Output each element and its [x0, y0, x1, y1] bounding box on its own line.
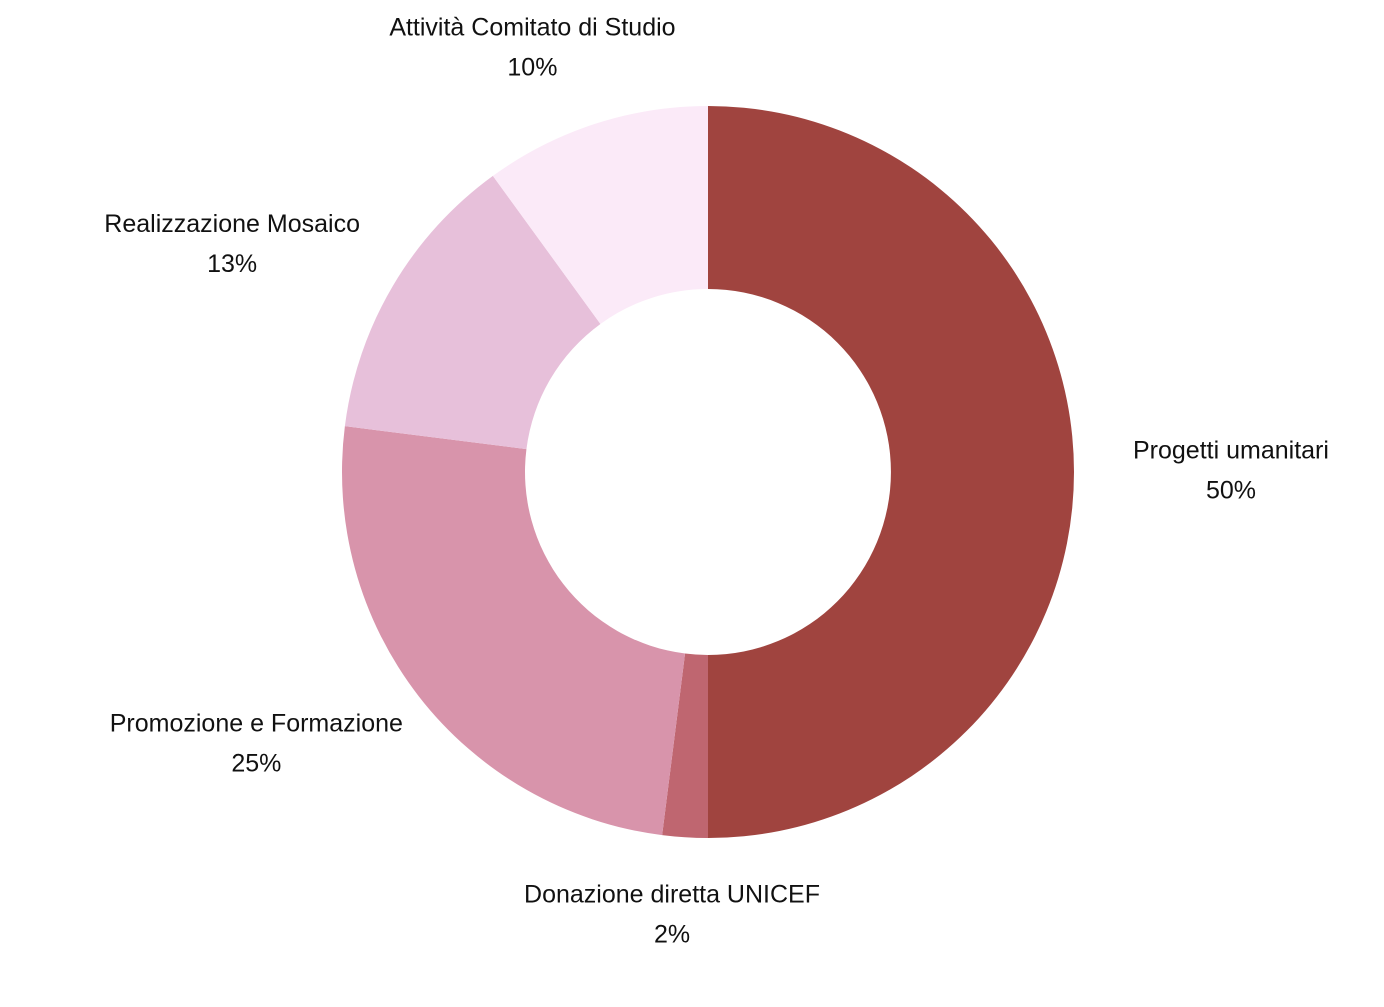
slice	[492, 106, 708, 324]
slice	[341, 426, 686, 836]
slice-value: 2%	[654, 921, 690, 949]
slice-label: Promozione e Formazione	[110, 709, 403, 737]
slice-value: 50%	[1206, 477, 1256, 505]
slice-label: Attività Comitato di Studio	[389, 13, 675, 41]
slice-value: 25%	[231, 749, 281, 777]
slice-label: Progetti umanitari	[1133, 437, 1329, 465]
slice-value: 10%	[507, 53, 557, 81]
slice-label: Donazione diretta UNICEF	[524, 881, 820, 909]
slice	[662, 653, 708, 838]
slice-value: 13%	[207, 250, 257, 278]
slice	[708, 106, 1074, 838]
slice	[344, 175, 601, 450]
slice-label: Realizzazione Mosaico	[104, 210, 360, 238]
